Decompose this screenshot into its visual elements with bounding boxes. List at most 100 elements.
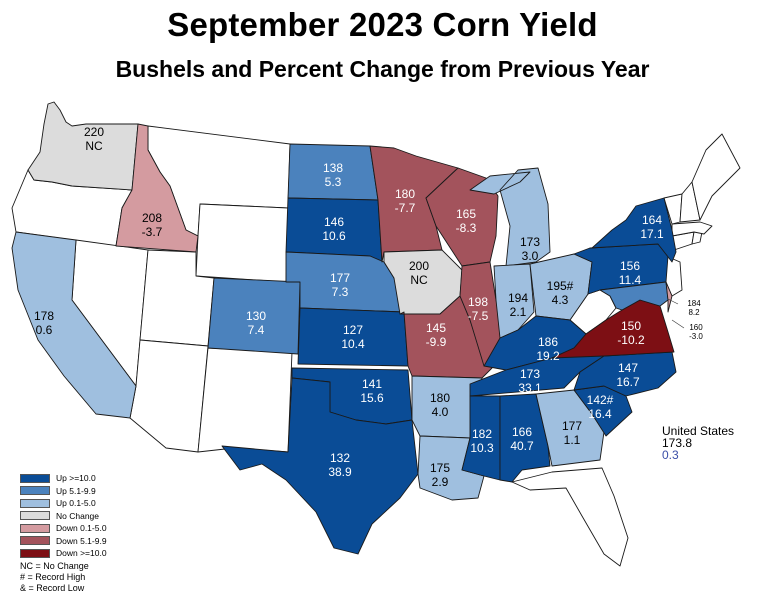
legend-item: Down 0.1-5.0 [20, 522, 107, 535]
state-ny-yield: 164 [642, 213, 662, 227]
state-pa-change: 11.4 [619, 273, 642, 287]
legend-swatch [20, 511, 50, 521]
note-no-change: NC = No Change [20, 561, 89, 571]
state-ky-yield: 186 [538, 335, 558, 349]
us-total-label: United States [662, 424, 735, 438]
state-mn-yield: 180 [395, 187, 415, 201]
legend-label: No Change [56, 510, 100, 521]
state-sc-change: 16.4 [588, 407, 612, 421]
state-mi-change: 3.0 [522, 249, 539, 263]
state-mo [399, 295, 493, 379]
de-callout-line [671, 319, 685, 329]
state-ok-change: 15.6 [360, 391, 384, 405]
state-oh-change: 4.3 [552, 293, 569, 307]
md-callout-line [667, 298, 679, 305]
state-ia-change: NC [410, 273, 428, 287]
state-sd-yield: 146 [324, 215, 344, 229]
legend-label: Down 5.1-9.9 [56, 535, 107, 546]
state-ny-change: 17.1 [640, 227, 664, 241]
legend-swatch [20, 548, 50, 558]
state-de [665, 281, 673, 313]
state-va-yield: 150 [621, 319, 641, 333]
state-ca [11, 231, 137, 419]
legend-swatch [20, 486, 50, 496]
state-sd-change: 10.6 [322, 229, 346, 243]
legend-item: Down >=10.0 [20, 547, 107, 560]
state-ri [691, 231, 703, 245]
state-ne-change: 7.3 [332, 285, 349, 299]
state-ks-change: 10.4 [341, 337, 365, 351]
state-wi-yield: 165 [456, 207, 476, 221]
state-wy [195, 203, 289, 283]
legend-item: Up 5.1-9.9 [20, 485, 107, 498]
state-tn-yield: 173 [520, 367, 540, 381]
state-md-change: 8.2 [688, 308, 700, 317]
legend-item: Down 5.1-9.9 [20, 535, 107, 548]
state-pa-yield: 156 [620, 259, 640, 273]
state-ca-yield: 178 [34, 309, 54, 323]
state-ne-yield: 177 [330, 271, 350, 285]
state-de-yield: 160 [689, 323, 703, 332]
state-nc-change: 16.7 [616, 375, 640, 389]
state-mn-change: -7.7 [395, 201, 416, 215]
legend-swatch [20, 473, 50, 483]
state-ar-yield: 180 [430, 391, 450, 405]
legend-label: Down 0.1-5.0 [56, 523, 107, 534]
state-va-change: -10.2 [617, 333, 645, 347]
state-ar-change: 4.0 [432, 405, 449, 419]
map-title: September 2023 Corn Yield [167, 6, 598, 43]
us-total-yield: 173.8 [662, 436, 693, 450]
state-al-yield: 166 [512, 425, 532, 439]
us-total: United States 173.8 0.3 [662, 425, 734, 461]
state-in-change: 2.1 [510, 305, 527, 319]
state-ms-change: 10.3 [470, 441, 494, 455]
state-ks-yield: 127 [343, 323, 363, 337]
us-total-change: 0.3 [662, 448, 679, 462]
state-wi [425, 167, 499, 267]
state-oh-yield: 195# [547, 279, 574, 293]
state-de-change: -3.0 [689, 332, 703, 341]
legend-notes: NC = No Change # = Record High & = Recor… [20, 561, 89, 594]
state-mo-change: -9.9 [426, 335, 447, 349]
state-fl [511, 467, 629, 567]
state-tx-change: 38.9 [328, 465, 352, 479]
state-co-change: 7.4 [248, 323, 265, 337]
state-me [691, 133, 741, 221]
state-mi-yield: 173 [520, 235, 540, 249]
state-ca-change: 0.6 [36, 323, 53, 337]
state-wi-change: -8.3 [456, 221, 477, 235]
state-nd-yield: 138 [323, 161, 343, 175]
note-record-low: & = Record Low [20, 583, 85, 593]
state-id-change: -3.7 [142, 225, 163, 239]
legend-swatch [20, 536, 50, 546]
state-wa-yield: 220 [84, 125, 104, 139]
state-wa-change: NC [85, 139, 103, 153]
legend-label: Up 5.1-9.9 [56, 485, 96, 496]
legend-item: Up 0.1-5.0 [20, 497, 107, 510]
legend-item: No Change [20, 510, 107, 523]
legend-label: Up 0.1-5.0 [56, 498, 96, 509]
state-ga-yield: 177 [562, 419, 582, 433]
state-id-yield: 208 [142, 211, 162, 225]
legend-swatch [20, 523, 50, 533]
state-ok-yield: 141 [362, 377, 382, 391]
legend-swatch [20, 498, 50, 508]
state-co-yield: 130 [246, 309, 266, 323]
state-wa [27, 101, 139, 191]
map-subtitle: Bushels and Percent Change from Previous… [115, 56, 650, 82]
state-ny [589, 197, 677, 263]
state-nd-change: 5.3 [325, 175, 342, 189]
state-id [115, 123, 199, 253]
state-ia-yield: 200 [409, 259, 429, 273]
legend-label: Up >=10.0 [56, 473, 96, 484]
state-md-yield: 184 [687, 299, 701, 308]
state-in-yield: 194 [508, 291, 528, 305]
state-nm [197, 347, 293, 453]
state-mo-yield: 145 [426, 321, 446, 335]
state-ga-change: 1.1 [564, 433, 581, 447]
state-sc-yield: 142# [587, 393, 614, 407]
state-ky-change: 19.2 [536, 349, 560, 363]
state-mi [469, 167, 551, 267]
state-az [129, 339, 209, 453]
